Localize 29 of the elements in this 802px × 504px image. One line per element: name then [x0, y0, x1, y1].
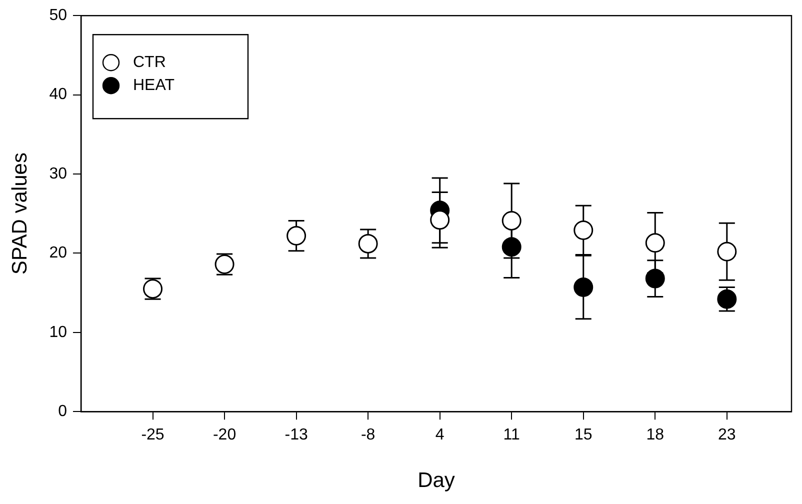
y-tick-label: 20	[49, 244, 68, 262]
x-tick-label: 18	[646, 426, 664, 444]
point	[430, 210, 450, 230]
point	[286, 226, 306, 246]
point	[645, 268, 665, 288]
y-tick-label: 0	[58, 403, 68, 420]
point	[502, 237, 522, 257]
point	[502, 210, 522, 230]
point	[717, 242, 737, 262]
point	[574, 220, 594, 240]
legend-label: HEAT	[132, 77, 175, 94]
x-tick-label: -20	[212, 426, 236, 444]
point	[358, 234, 378, 254]
x-tick-label: -25	[141, 426, 164, 444]
x-tick-label: -13	[284, 426, 308, 444]
y-tick-label: 10	[49, 324, 68, 341]
y-tick-label: 30	[49, 165, 68, 182]
x-tick-label: 23	[718, 426, 736, 444]
x-tick-label: -8	[360, 426, 376, 444]
x-axis-title: Day	[418, 469, 456, 492]
y-axis-title: SPAD values	[8, 152, 32, 275]
x-tick-label: 11	[503, 426, 520, 444]
y-tick-label: 50	[49, 7, 68, 24]
point	[645, 233, 665, 253]
point	[574, 278, 594, 298]
x-tick-label: 15	[574, 426, 592, 444]
x-tick-label: 4	[435, 426, 444, 444]
legend-label: CTR	[132, 54, 166, 72]
y-tick-label: 40	[49, 86, 68, 104]
